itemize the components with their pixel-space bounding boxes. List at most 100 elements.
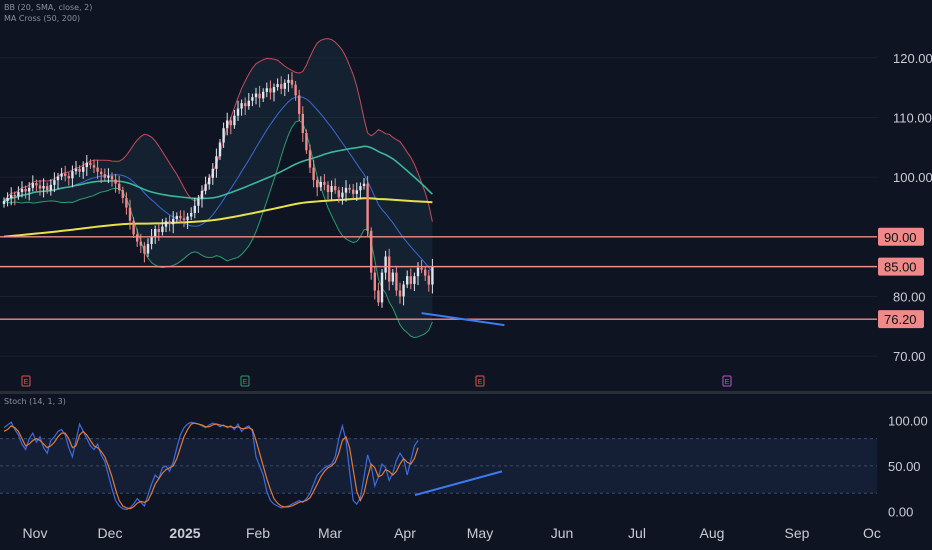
earnings-event-marker [475, 375, 485, 387]
candle-body [197, 198, 200, 206]
candle-body [60, 173, 63, 177]
stochastic-panel[interactable]: 100.00 50.00 0.00 [0, 413, 928, 519]
earnings-event-label: E [478, 379, 483, 386]
candle-body [294, 84, 297, 96]
candle-body [312, 167, 315, 181]
price-panel[interactable]: 120.00 110.00 100.00 80.00 70.00 90.00 85.00 76… [0, 38, 932, 387]
candle-body [13, 195, 16, 197]
price-tick-label: 100.00 [893, 170, 932, 185]
candle-body [186, 216, 189, 221]
candle-body [316, 180, 319, 188]
candle-body [308, 150, 312, 168]
candle-body [204, 184, 207, 191]
candle-body [229, 120, 232, 126]
candle-body [175, 215, 178, 219]
level-label-box [878, 257, 924, 276]
candle-body [17, 192, 20, 197]
time-axis[interactable]: Nov Dec 2025 Feb Mar Apr May Jun Jul Aug Sep Oc [23, 525, 881, 541]
price-tick-label: 120.00 [893, 51, 932, 66]
candle-body [82, 166, 85, 172]
candle-body [272, 87, 276, 93]
bollinger-bands-legend[interactable]: BB (20, SMA, close, 2) [4, 3, 93, 12]
candle-body [319, 181, 322, 188]
candle-body [344, 187, 348, 193]
bollinger-band-fill [4, 38, 433, 338]
candle-body [330, 186, 333, 193]
candle-body [42, 186, 45, 189]
candle-body [107, 175, 110, 178]
candle-body [89, 162, 92, 166]
candle-body [2, 201, 6, 204]
stoch-tick-label: 50.00 [888, 459, 921, 474]
candle-body [100, 171, 103, 175]
time-tick-label: Dec [98, 525, 123, 541]
candle-body [301, 113, 304, 133]
stoch-tick-label: 0.00 [888, 504, 913, 519]
candle-body [283, 82, 286, 89]
earnings-event-label: E [24, 379, 29, 386]
level-label: 85.00 [884, 260, 917, 275]
candle-body [247, 100, 250, 107]
candle-body [28, 187, 31, 192]
time-tick-label: Sep [785, 525, 810, 541]
candle-body [121, 190, 124, 199]
candle-body [172, 218, 175, 225]
candle-body [6, 198, 9, 201]
earnings-event-marker [21, 375, 31, 387]
ma50-line [3, 145, 433, 202]
panel-divider[interactable] [0, 391, 932, 394]
candle-body [395, 272, 398, 291]
ma200-line [3, 197, 433, 238]
candle-body [236, 108, 240, 116]
candle-body [179, 215, 182, 219]
level-label: 90.00 [884, 230, 917, 245]
candle-body [211, 168, 214, 178]
candle-body [136, 234, 139, 242]
candle-body [24, 189, 27, 192]
time-tick-label: Aug [700, 525, 725, 541]
candle-body [269, 88, 272, 93]
candle-body [380, 272, 384, 303]
candle-body [370, 230, 373, 273]
candle-body [114, 179, 117, 184]
candle-body [85, 162, 88, 167]
candle-body [35, 183, 38, 186]
earnings-event-label: E [243, 379, 248, 386]
candle-body [64, 173, 67, 176]
candle-body [352, 189, 355, 194]
candle-body [38, 185, 42, 189]
candle-body [402, 284, 405, 297]
candle-body [218, 142, 222, 157]
candle-body [222, 128, 225, 143]
candle-body [53, 180, 56, 185]
candle-body [208, 177, 211, 185]
candle-body [49, 184, 52, 191]
candle-body [384, 256, 387, 273]
candle-body [96, 167, 99, 172]
candle-body [305, 132, 308, 151]
candle-body [420, 267, 423, 270]
candle-body [128, 207, 132, 221]
candle-body [406, 276, 409, 285]
stochastic-legend[interactable]: Stoch (14, 1, 3) [4, 397, 66, 406]
candle-body [290, 79, 294, 85]
candle-body [373, 272, 376, 291]
time-tick-label: Oc [863, 525, 881, 541]
candle-body [431, 266, 434, 285]
candle-body [190, 212, 193, 217]
candle-body [110, 175, 114, 180]
candle-body [139, 241, 142, 246]
candle-body [233, 115, 236, 126]
candle-body [20, 189, 24, 193]
candle-body [168, 221, 171, 225]
candle-body [226, 120, 229, 129]
bollinger-lower-line [3, 120, 433, 339]
ma-cross-legend[interactable]: MA Cross (50, 200) [4, 14, 81, 23]
candle-body [254, 93, 258, 98]
candle-body [265, 88, 268, 92]
candle-body [200, 190, 204, 199]
candle-body [262, 91, 265, 99]
candle-body [10, 195, 13, 199]
candle-body [298, 95, 301, 114]
